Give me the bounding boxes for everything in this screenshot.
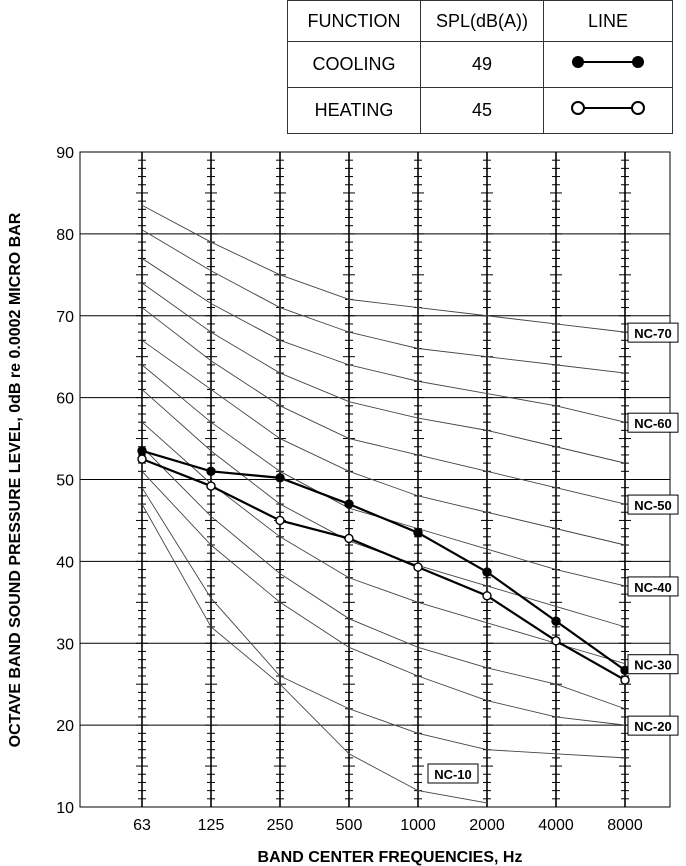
legend-line-heating — [543, 87, 673, 134]
nc-curve — [141, 258, 626, 423]
x-tick-label: 500 — [336, 817, 363, 834]
y-axis-title: OCTAVE BAND SOUND PRESSURE LEVEL, 0dB re… — [7, 212, 24, 747]
nc-label-box — [627, 654, 679, 675]
x-tick-label: 2000 — [469, 817, 505, 834]
series-point-cooling — [344, 499, 354, 509]
nc-label-box — [627, 494, 679, 515]
y-tick-label: 30 — [56, 636, 74, 653]
legend-spl-heating: 45 — [420, 87, 544, 134]
series-point-cooling — [206, 466, 216, 477]
open-marker-line-icon — [571, 101, 645, 115]
nc-curves — [141, 204, 626, 804]
nc-label-box — [427, 763, 479, 784]
legend-header-spl: SPL(dB(A)) — [420, 0, 544, 42]
nc-curve — [141, 503, 488, 804]
x-tick-label: 63 — [133, 817, 151, 834]
labels: 10 20 30 40 50 60 70 80 90 63 125 250 500 1000 2000 400… — [56, 145, 679, 834]
x-tick-label: 8000 — [607, 817, 643, 834]
y-tick-label: 20 — [56, 718, 74, 735]
legend-row-heating: HEATING 45 — [287, 87, 673, 134]
x-tick-label: 4000 — [538, 817, 574, 834]
nc-label-box — [627, 576, 679, 597]
series-point-cooling — [413, 528, 423, 538]
series-point-heating — [206, 481, 216, 491]
legend-function-heating: HEATING — [287, 87, 421, 134]
series-point-cooling — [482, 567, 492, 577]
nc-curve — [141, 307, 626, 505]
series-point-heating — [344, 533, 354, 544]
legend-header-function: FUNCTION — [287, 0, 421, 42]
y-tick-label: 90 — [56, 145, 74, 162]
nc-curve — [141, 282, 626, 464]
series-point-cooling — [137, 446, 147, 456]
y-tick-label: 70 — [56, 309, 74, 326]
nc-curve-label: NC-10 — [434, 767, 472, 782]
series-line-cooling — [141, 449, 626, 672]
nc-curve-label: NC-70 — [634, 326, 672, 341]
nc-curve — [141, 446, 626, 710]
nc-curve-label: NC-50 — [634, 498, 672, 513]
legend-function-cooling: COOLING — [287, 41, 421, 88]
y-tick-label: 80 — [56, 227, 74, 244]
nc-curve — [141, 339, 626, 546]
nc-curve-label: NC-40 — [634, 580, 672, 595]
legend-row-cooling: COOLING 49 — [287, 41, 673, 88]
legend-line-cooling — [543, 41, 673, 88]
legend-header-row: FUNCTION SPL(dB(A)) LINE — [287, 0, 673, 42]
nc-curve — [141, 487, 626, 759]
series-point-heating — [137, 454, 147, 464]
x-axis-title: BAND CENTER FREQUENCIES, Hz — [258, 849, 523, 866]
series-point-heating — [620, 675, 630, 685]
series-line-heating — [141, 458, 626, 682]
x-tick-label: 125 — [198, 817, 225, 834]
y-tick-label: 40 — [56, 554, 74, 571]
series-point-heating — [413, 562, 423, 572]
nc-curve-label: NC-30 — [634, 658, 672, 673]
series-point-heating — [551, 636, 561, 646]
y-tick-label: 50 — [56, 473, 74, 490]
legend-table: FUNCTION SPL(dB(A)) LINE COOLING 49 HEAT… — [287, 0, 673, 134]
grid — [79, 151, 671, 808]
x-tick-label: 1000 — [400, 817, 436, 834]
y-tick-label: 60 — [56, 391, 74, 408]
series-point-cooling — [275, 473, 285, 483]
nc-curve — [141, 204, 626, 333]
nc-label-box — [627, 322, 679, 343]
series-point-heating — [482, 591, 492, 601]
series-point-cooling — [551, 616, 561, 626]
series — [137, 446, 630, 685]
series-point-heating — [275, 515, 285, 526]
filled-marker-line-icon — [572, 56, 644, 68]
nc-curve-label: NC-60 — [634, 416, 672, 431]
nc-label-box — [627, 412, 679, 433]
nc-curve-label: NC-20 — [634, 719, 672, 734]
x-tick-label: 250 — [267, 817, 294, 834]
y-tick-label: 10 — [56, 800, 74, 817]
nc-curve — [141, 229, 626, 374]
nc-label-box — [627, 715, 679, 736]
nc-curve — [141, 471, 626, 726]
nc-curve — [141, 421, 626, 665]
